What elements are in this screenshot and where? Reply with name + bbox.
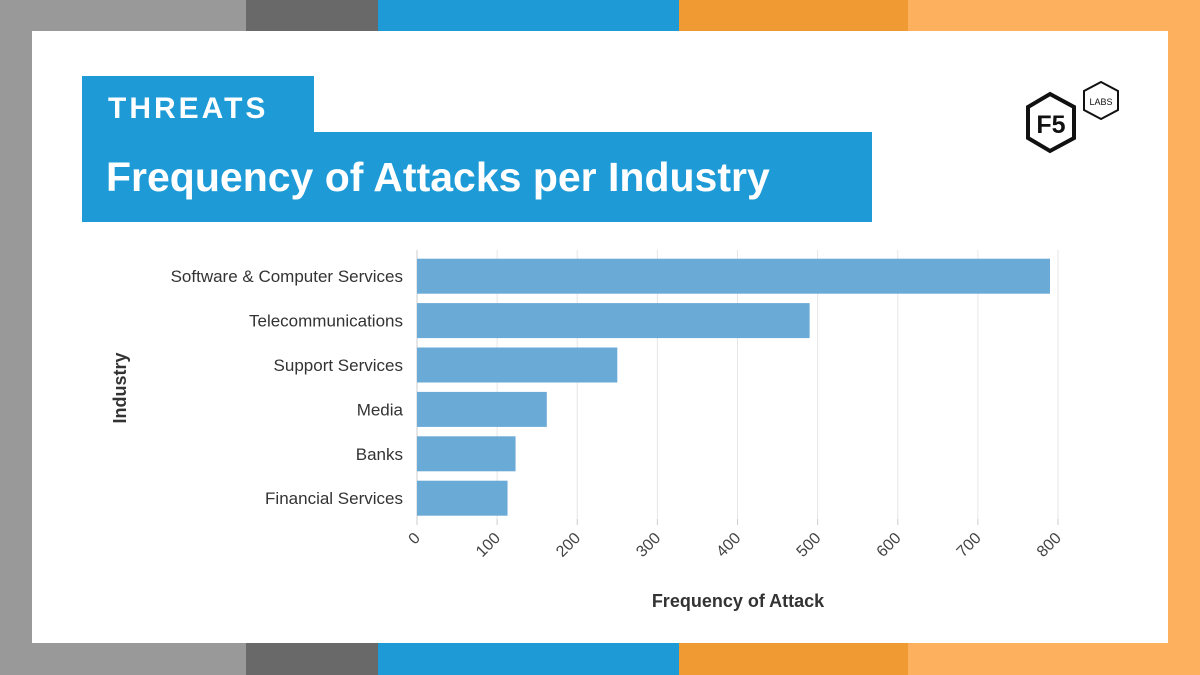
bar [417, 436, 516, 472]
f5-labs-logo-icon: F5 LABS [1026, 80, 1119, 154]
category-label: Telecommunications [249, 312, 403, 331]
bar [417, 347, 618, 383]
category-label: Banks [356, 445, 403, 464]
category-tag-label: THREATS [108, 92, 269, 125]
x-tick-label: 700 [954, 530, 985, 561]
x-tick-label: 400 [713, 530, 744, 561]
bar [417, 480, 508, 516]
logo-main-hexagon [1026, 91, 1076, 154]
page-title: Frequency of Attacks per Industry [106, 154, 770, 200]
title-banner: Frequency of Attacks per Industry [82, 132, 872, 222]
category-label: Software & Computer Services [171, 267, 403, 286]
bar [417, 303, 810, 339]
x-tick-label: 500 [794, 530, 825, 561]
x-axis-title: Frequency of Attack [652, 591, 825, 611]
y-axis-title: Industry [110, 352, 130, 423]
logo-small-hexagon [1083, 80, 1119, 121]
category-label: Media [357, 400, 404, 419]
x-tick-label: 0 [406, 530, 424, 548]
category-label: Financial Services [265, 489, 403, 508]
x-tick-label: 600 [874, 530, 905, 561]
bar [417, 391, 547, 427]
x-tick-label: 200 [553, 530, 584, 561]
bar [417, 258, 1050, 294]
logo-sub-text: LABS [1089, 97, 1112, 107]
x-tick-label: 100 [473, 530, 504, 561]
x-tick-label: 300 [633, 530, 664, 561]
category-tag: THREATS [82, 76, 314, 132]
x-tick-label: 800 [1034, 530, 1065, 561]
logo-main-text: F5 [1036, 111, 1065, 139]
category-label: Support Services [274, 356, 403, 375]
